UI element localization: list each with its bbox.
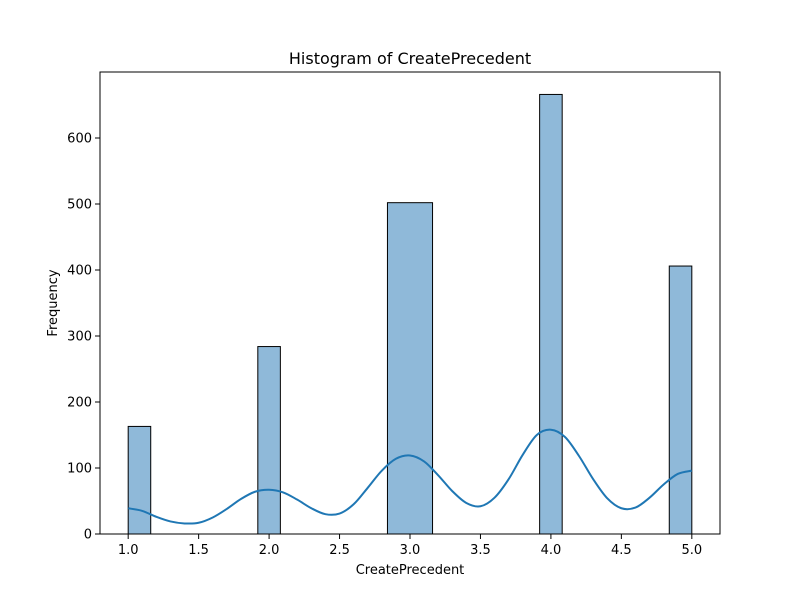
y-tick-label-6: 600 <box>67 132 92 147</box>
y-tick-label-1: 100 <box>67 462 92 477</box>
x-tick-label-7: 4.5 <box>611 543 632 558</box>
x-axis-label: CreatePrecedent <box>356 563 465 578</box>
x-tick-label-1: 1.5 <box>188 543 209 558</box>
y-tick-label-3: 300 <box>67 330 92 345</box>
bars-group <box>127 93 693 535</box>
x-tick-label-4: 3.0 <box>400 543 421 558</box>
y-tick-label-0: 0 <box>84 528 92 543</box>
bar-4 <box>668 265 693 535</box>
kde-line <box>127 428 693 525</box>
x-tick-label-5: 3.5 <box>470 543 491 558</box>
x-axis: 1.0 1.5 2.0 2.5 3.0 3.5 4.0 4.5 5.0 <box>118 534 702 558</box>
bar-1 <box>257 346 281 535</box>
y-tick-label-2: 200 <box>67 396 92 411</box>
x-tick-label-3: 2.5 <box>329 543 350 558</box>
chart-title: Histogram of CreatePrecedent <box>289 49 531 68</box>
x-tick-label-0: 1.0 <box>118 543 139 558</box>
bar-0 <box>127 425 152 535</box>
x-tick-label-8: 5.0 <box>681 543 702 558</box>
y-tick-label-4: 400 <box>67 264 92 279</box>
x-tick-label-6: 4.0 <box>541 543 562 558</box>
x-tick-label-2: 2.0 <box>259 543 280 558</box>
y-axis-label: Frequency <box>46 269 61 336</box>
y-axis: 0 100 200 300 400 500 600 <box>67 132 100 543</box>
bar-3 <box>539 93 563 535</box>
y-tick-label-5: 500 <box>67 198 92 213</box>
bar-2 <box>386 202 434 535</box>
